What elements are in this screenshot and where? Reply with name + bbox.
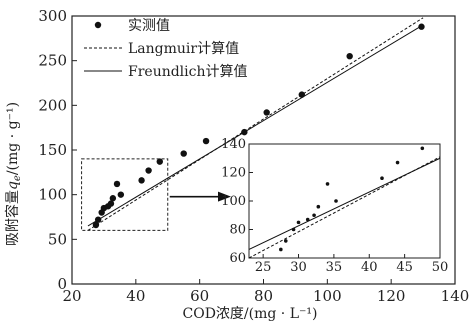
data-point — [109, 195, 117, 202]
x-tick-label: 120 — [377, 287, 406, 305]
y-tick-label: 250 — [38, 52, 67, 70]
freundlich-line — [87, 24, 424, 227]
y-axis-label: 吸附容量qe/(mg · g⁻¹) — [4, 102, 23, 246]
zoom-region — [81, 158, 231, 231]
x-tick-label: 60 — [190, 287, 209, 305]
inset-data-point — [395, 160, 400, 165]
inset-data-point — [296, 220, 301, 225]
inset-x-tick-label: 50 — [432, 260, 449, 275]
y-tick-label: 200 — [38, 96, 67, 114]
inset-y-tick-label: 120 — [221, 166, 246, 181]
inset-data-point — [279, 247, 283, 252]
y-axis-label-var: q — [5, 181, 21, 190]
data-point — [145, 167, 152, 174]
inset-data-point — [283, 239, 288, 243]
data-point — [202, 137, 210, 145]
zoom-box-outline — [81, 158, 169, 231]
main-plot: 20 40 60 80 100 120 140 0 50 100 150 200 250 300 — [38, 7, 469, 305]
data-point — [263, 109, 270, 116]
legend-label: 实测值 — [128, 18, 170, 34]
inset-data-point — [325, 182, 330, 186]
inset-freundlich-line — [248, 157, 441, 250]
x-tick-label: 40 — [126, 287, 145, 305]
y-axis-label-unit: /(mg · g⁻¹) — [5, 102, 21, 175]
inset-x-tick-label: 35 — [326, 260, 343, 275]
data-point — [107, 200, 115, 207]
y-tick-label: 50 — [48, 230, 67, 248]
inset-x-tick-label: 30 — [290, 260, 307, 275]
inset-y-tick-label: 80 — [229, 223, 246, 238]
inset-y-tick-label: 140 — [221, 137, 246, 152]
data-point — [117, 191, 125, 198]
inset-y-tick-label: 60 — [229, 251, 246, 266]
legend-label: Langmuir计算值 — [128, 41, 239, 57]
legend-label: Freundlich计算值 — [128, 64, 248, 80]
data-point — [180, 150, 187, 157]
langmuir-line — [87, 17, 424, 231]
y-axis-label-prefix: 吸附容量 — [4, 190, 21, 246]
inset-y-tick-label: 100 — [221, 194, 246, 209]
inset-x-tick-label: 40 — [361, 260, 378, 275]
inset-data-point — [305, 217, 310, 222]
x-tick-label: 20 — [62, 287, 81, 305]
inset-x-tick-label: 25 — [255, 260, 272, 275]
legend-marker-measured — [94, 21, 102, 29]
data-point — [113, 180, 121, 188]
inset-data-point — [334, 199, 338, 203]
inset-frame — [248, 143, 441, 259]
legend: 实测值 Langmuir计算值 Freundlich计算值 — [84, 18, 248, 80]
data-point — [346, 53, 353, 60]
x-tick-label: 100 — [313, 287, 342, 305]
inset-data-point — [420, 146, 425, 151]
y-tick-label: 150 — [38, 141, 67, 159]
inset-data-point — [380, 176, 384, 180]
inset-data-point — [316, 204, 321, 209]
y-tick-label: 300 — [38, 7, 67, 25]
y-axis-label-sub: e — [12, 175, 23, 181]
y-tick-label: 100 — [38, 186, 67, 204]
data-point — [156, 158, 163, 165]
inset-plot: 25 30 35 40 45 50 60 80 100 120 140 — [221, 137, 448, 275]
x-axis-label: COD浓度/(mg · L⁻¹) — [183, 306, 318, 322]
data-point — [138, 177, 145, 184]
zoom-arrow-head — [218, 191, 231, 202]
x-tick-label: 80 — [254, 287, 273, 305]
inset-x-tick-label: 45 — [396, 260, 413, 275]
inset-data-point — [312, 213, 316, 218]
x-tick-label: 140 — [441, 287, 470, 305]
y-tick-label: 0 — [57, 275, 67, 293]
